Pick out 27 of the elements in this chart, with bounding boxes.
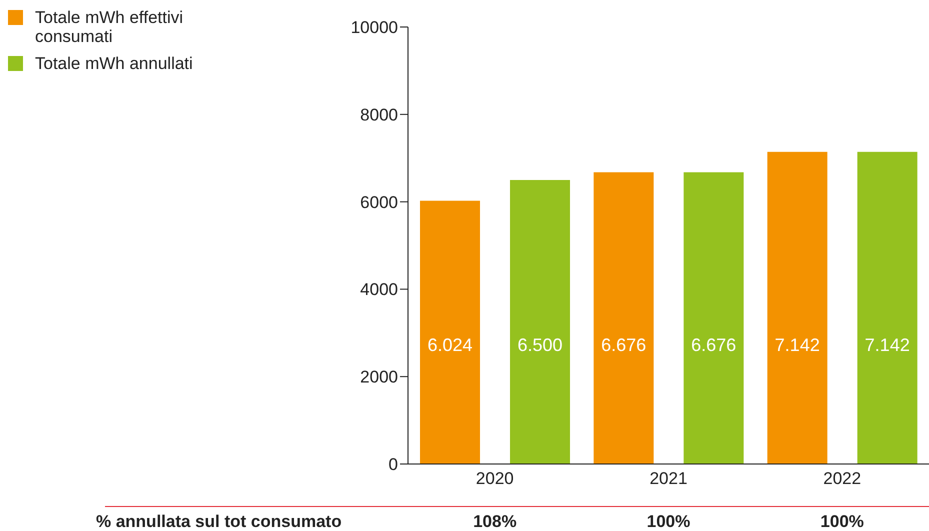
y-tick-label: 2000 xyxy=(360,368,398,387)
bar xyxy=(510,180,570,464)
data-label: 6.024 xyxy=(427,334,473,355)
data-label: 6.500 xyxy=(517,334,563,355)
data-label: 6.676 xyxy=(601,334,646,355)
x-tick-label: 2022 xyxy=(823,469,862,488)
x-tick-label: 2021 xyxy=(650,469,688,488)
legend-label: Totale mWh effettivi consumati xyxy=(35,8,184,46)
bar xyxy=(420,200,480,464)
data-label: 7.142 xyxy=(774,334,820,355)
bar xyxy=(767,152,828,464)
text: 100% xyxy=(819,512,865,531)
y-tick-label: 0 xyxy=(388,455,398,474)
y-tick-label: 10000 xyxy=(350,18,398,38)
legend-label: Totale mWh annullati xyxy=(35,54,193,73)
bar xyxy=(857,152,918,464)
bar xyxy=(594,172,654,464)
data-label: 7.142 xyxy=(864,334,910,355)
text: 100% xyxy=(646,512,692,531)
x-tick-label: 2020 xyxy=(476,469,514,488)
data-label: 6.676 xyxy=(691,334,736,355)
bar xyxy=(684,172,744,464)
y-tick-label: 8000 xyxy=(360,105,398,124)
y-tick-label: 4000 xyxy=(360,280,398,300)
y-tick-label: 6000 xyxy=(360,192,398,212)
text: 108% xyxy=(472,512,518,531)
text: % annullata sul tot consumato xyxy=(96,512,342,531)
